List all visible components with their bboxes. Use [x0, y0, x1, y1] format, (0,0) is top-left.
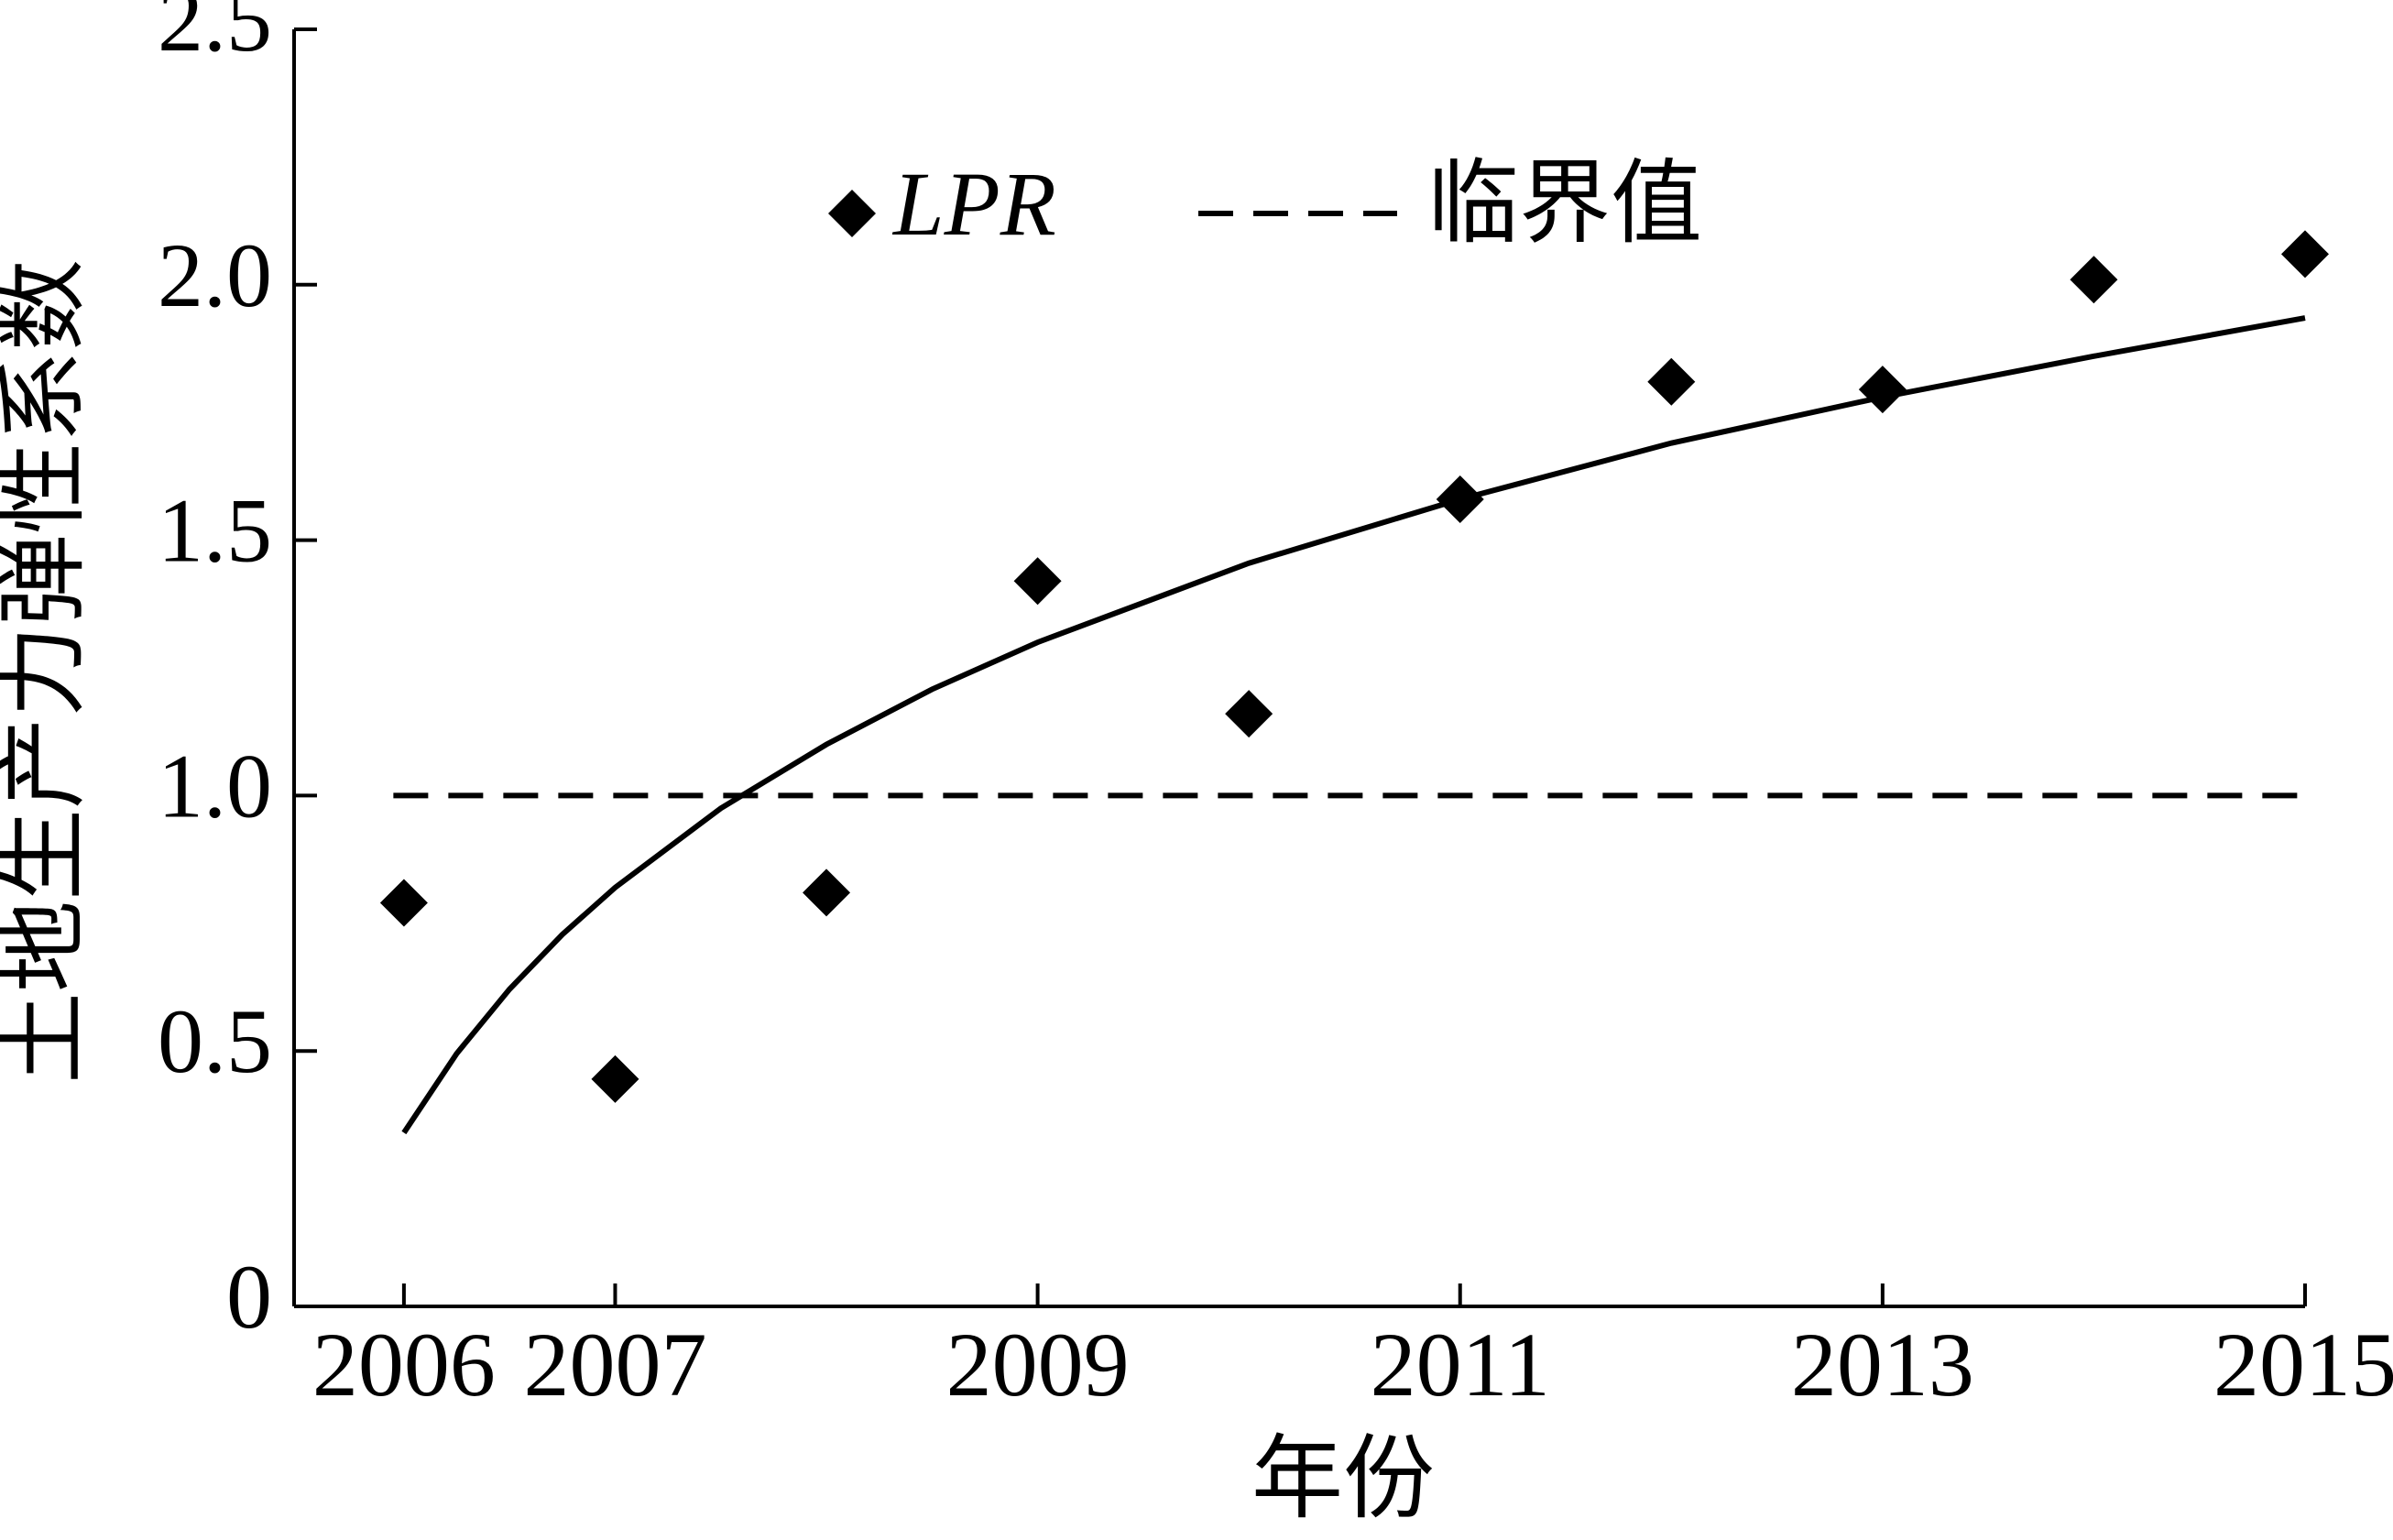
- data-point: [803, 868, 851, 917]
- data-point: [591, 1054, 639, 1103]
- y-tick-label: 2.5: [158, 0, 272, 71]
- x-tick-label: 2007: [523, 1314, 706, 1415]
- y-tick-label: 1.0: [158, 735, 272, 836]
- fit-curve: [401, 315, 2306, 1135]
- data-point: [2070, 256, 2118, 304]
- x-tick-label: 2015: [2213, 1314, 2393, 1415]
- y-tick-label: 0.5: [158, 990, 272, 1092]
- data-point: [1858, 366, 1907, 414]
- legend-label: 临界值: [1427, 153, 1702, 255]
- y-axis-title: 土地生产力弹性系数: [0, 259, 94, 1084]
- x-axis-title: 年份: [1251, 1428, 1435, 1530]
- x-tick-label: 2013: [1791, 1314, 1974, 1415]
- x-tick-label: 2006: [312, 1314, 496, 1415]
- data-point: [379, 879, 428, 927]
- data-point: [1225, 690, 1273, 738]
- x-tick-label: 2009: [946, 1314, 1130, 1415]
- x-tick-label: 2011: [1371, 1314, 1550, 1415]
- data-point: [2281, 230, 2329, 279]
- y-tick-label: 1.5: [158, 480, 272, 582]
- y-tick-label: 0: [226, 1246, 272, 1348]
- legend-marker: [828, 190, 876, 237]
- y-tick-label: 2.0: [158, 224, 272, 326]
- legend-label: LPR: [891, 153, 1056, 255]
- data-point: [1647, 357, 1696, 406]
- data-point: [1013, 557, 1062, 606]
